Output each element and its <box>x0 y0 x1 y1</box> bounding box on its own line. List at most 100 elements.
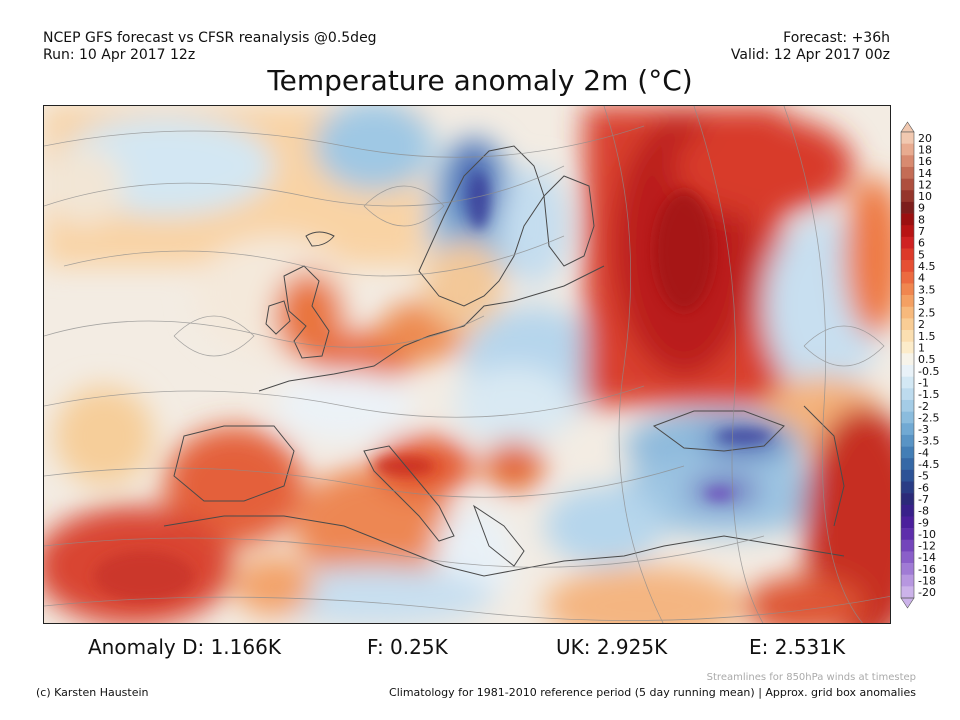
colorbar-label: -14 <box>918 551 936 564</box>
colorbar-swatch <box>901 178 914 191</box>
colorbar-label: 18 <box>918 143 932 156</box>
streamlines <box>44 106 890 623</box>
colorbar-label: -6 <box>918 481 929 494</box>
colorbar-swatch <box>901 493 914 506</box>
copyright: (c) Karsten Haustein <box>36 686 149 699</box>
colorbar-label: 20 <box>918 132 932 145</box>
colorbar-swatch <box>901 260 914 273</box>
colorbar-swatch <box>901 376 914 389</box>
streamline-note: Streamlines for 850hPa winds at timestep <box>706 672 916 683</box>
header-left: NCEP GFS forecast vs CFSR reanalysis @0.… <box>43 30 377 64</box>
colorbar-label: 14 <box>918 167 932 180</box>
colorbar-label: 2.5 <box>918 307 936 320</box>
colorbar-label: 4.5 <box>918 260 936 273</box>
colorbar-label: 3.5 <box>918 283 936 296</box>
colorbar-swatch <box>901 423 914 436</box>
colorbar-swatch <box>901 201 914 214</box>
colorbar-swatch <box>901 341 914 354</box>
colorbar-swatch <box>901 574 914 587</box>
colorbar-swatch <box>901 481 914 494</box>
colorbar-label: 1.5 <box>918 330 936 343</box>
colorbar-swatch <box>901 225 914 238</box>
colorbar-swatch <box>901 539 914 552</box>
colorbar-label: 7 <box>918 225 925 238</box>
colorbar-swatch <box>901 458 914 471</box>
colorbar-label: 5 <box>918 248 925 261</box>
colorbar-label: -16 <box>918 563 936 576</box>
anomaly-summary: Anomaly D: 1.166K F: 0.25K UK: 2.925K E:… <box>0 635 960 665</box>
colorbar-label: -0.5 <box>918 365 939 378</box>
header-right: Forecast: +36h Valid: 12 Apr 2017 00z <box>731 30 890 64</box>
map-canvas <box>44 106 890 623</box>
colorbar-label: -10 <box>918 528 936 541</box>
colorbar-label: -7 <box>918 493 929 506</box>
run-info: Run: 10 Apr 2017 12z <box>43 47 196 63</box>
climatology-note: Climatology for 1981-2010 reference peri… <box>389 686 916 699</box>
colorbar-swatch <box>901 504 914 517</box>
colorbar: 20 18 16 14 12 10 9 8 7 6 5 4.5 4 3.5 3 2.5 2 1.5 1 0.5 -0.5… <box>899 120 959 620</box>
colorbar-swatch <box>901 248 914 261</box>
colorbar-label: -8 <box>918 505 929 518</box>
colorbar-label: 8 <box>918 213 925 226</box>
colorbar-swatch <box>901 318 914 331</box>
colorbar-label: -1.5 <box>918 388 939 401</box>
colorbar-swatch <box>901 551 914 564</box>
colorbar-label: 6 <box>918 237 925 250</box>
colorbar-swatch <box>901 190 914 203</box>
anomaly-spain: E: 2.531K <box>749 635 846 659</box>
colorbar-swatch <box>901 586 914 599</box>
colorbar-label: -3 <box>918 423 929 436</box>
colorbar-label: -3.5 <box>918 435 939 448</box>
colorbar-swatch <box>901 516 914 529</box>
model-info: NCEP GFS forecast vs CFSR reanalysis @0.… <box>43 30 377 46</box>
anomaly-detail <box>94 173 772 601</box>
colorbar-label: -4 <box>918 446 929 459</box>
colorbar-swatch <box>901 132 914 144</box>
colorbar-swatch <box>901 236 914 249</box>
anomaly-germany: Anomaly D: 1.166K <box>88 635 281 659</box>
colorbar-label: 4 <box>918 272 925 285</box>
colorbar-label: 9 <box>918 202 925 215</box>
anomaly-france: F: 0.25K <box>367 635 448 659</box>
colorbar-label: -4.5 <box>918 458 939 471</box>
colorbar-swatch <box>901 295 914 308</box>
colorbar-swatch <box>901 330 914 342</box>
colorbar-swatch <box>901 155 914 168</box>
colorbar-swatch <box>901 469 914 482</box>
colorbar-label: -20 <box>918 586 936 599</box>
colorbar-label: -12 <box>918 540 936 553</box>
colorbar-swatch <box>901 306 914 319</box>
coastlines <box>163 145 845 577</box>
colorbar-top-arrow <box>900 121 915 133</box>
colorbar-swatch <box>901 353 914 366</box>
colorbar-label: 0.5 <box>918 353 936 366</box>
colorbar-bottom-arrow <box>900 597 915 609</box>
colorbar-swatch <box>901 213 914 226</box>
colorbar-label: -5 <box>918 470 929 483</box>
colorbar-swatch <box>901 411 914 424</box>
colorbar-label: -2.5 <box>918 411 939 424</box>
colorbar-label: -18 <box>918 575 936 588</box>
colorbar-label: 1 <box>918 342 925 355</box>
colorbar-label: 16 <box>918 155 932 168</box>
valid-time: Valid: 12 Apr 2017 00z <box>730 47 890 63</box>
colorbar-swatch <box>901 446 914 459</box>
colorbar-swatch <box>901 283 914 296</box>
colorbar-label: -9 <box>918 516 929 529</box>
colorbar-label: -1 <box>918 376 929 389</box>
colorbar-swatch <box>901 528 914 541</box>
colorbar-swatch <box>901 434 914 447</box>
colorbar-swatch <box>901 399 914 412</box>
anomaly-map <box>43 105 891 624</box>
colorbar-swatch <box>901 563 914 575</box>
colorbar-label: 3 <box>918 295 925 308</box>
colorbar-swatch <box>901 365 914 377</box>
colorbar-label: 10 <box>918 190 932 203</box>
colorbar-label: -2 <box>918 400 929 413</box>
colorbar-swatch <box>901 166 914 179</box>
map-title: Temperature anomaly 2m (°C) <box>267 64 693 97</box>
anomaly-uk: UK: 2.925K <box>556 635 668 659</box>
colorbar-swatch <box>901 388 914 401</box>
colorbar-frame <box>900 131 915 599</box>
colorbar-label: 2 <box>918 318 925 331</box>
